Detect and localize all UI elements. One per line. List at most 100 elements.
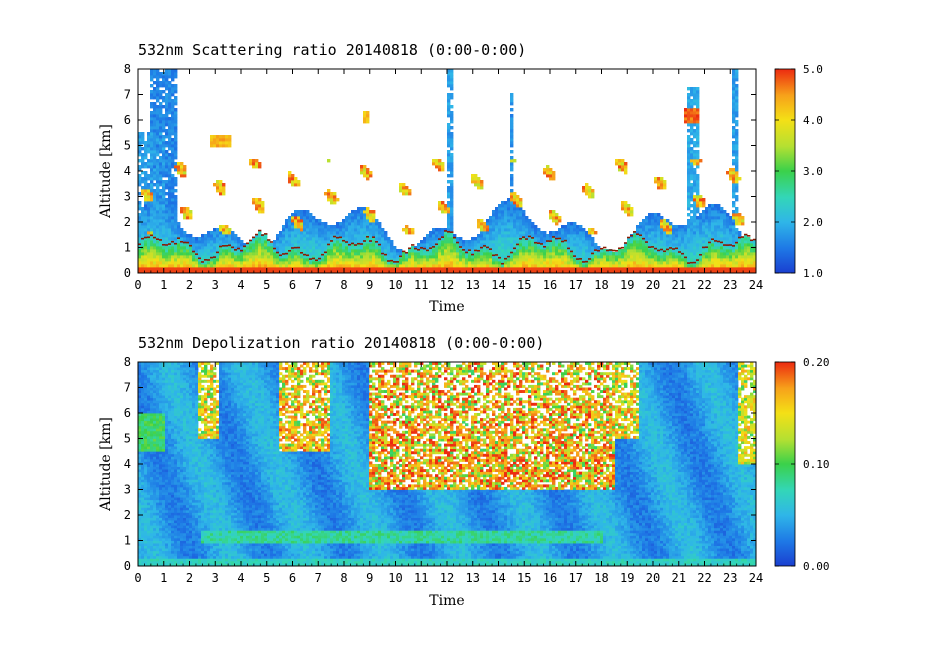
heatmap-cell [213, 183, 217, 187]
heatmap-cell [345, 225, 349, 229]
heatmap-cell [291, 234, 295, 238]
heatmap-cell [564, 225, 568, 229]
heatmap-cell [696, 255, 700, 259]
heatmap-cell [639, 228, 643, 232]
heatmap-cell [330, 258, 334, 262]
heatmap-cell [315, 222, 319, 226]
contour-segment [177, 237, 181, 239]
heatmap-cell [159, 126, 163, 130]
heatmap-cell [348, 252, 352, 256]
heatmap-cell [732, 216, 736, 220]
heatmap-cell [603, 252, 607, 256]
heatmap-cell [453, 270, 457, 273]
heatmap-cell [714, 249, 718, 253]
heatmap-cell [186, 258, 190, 262]
heatmap-cell [399, 189, 403, 193]
heatmap-cell [507, 267, 511, 271]
contour-segment [324, 251, 328, 254]
heatmap-cell [258, 210, 262, 214]
heatmap-cell [153, 258, 157, 262]
heatmap-cell [486, 261, 490, 265]
heatmap-cell [174, 117, 178, 121]
heatmap-cell [708, 237, 712, 241]
heatmap-cell [456, 237, 460, 241]
heatmap-cell [327, 159, 331, 163]
heatmap-cell [591, 195, 595, 199]
heatmap-cell [159, 216, 163, 220]
heatmap-cell [174, 108, 178, 112]
heatmap-cell [441, 246, 445, 250]
heatmap-cell [366, 117, 370, 121]
heatmap-cell [384, 231, 388, 235]
heatmap-cell [735, 195, 739, 199]
heatmap-cell [360, 210, 364, 214]
heatmap-cell [357, 207, 361, 211]
heatmap-cell [231, 249, 235, 253]
contour-segment [588, 258, 592, 260]
heatmap-cell [585, 189, 589, 193]
heatmap-cell [363, 231, 367, 235]
heatmap-cell [630, 258, 634, 262]
heatmap-cell [174, 138, 178, 142]
x-tick-label: 8 [340, 278, 347, 292]
contour-segment [735, 241, 739, 244]
heatmap-cell [186, 237, 190, 241]
heatmap-cell [576, 234, 580, 238]
heatmap-cell [654, 243, 658, 247]
heatmap-cell [138, 410, 142, 414]
heatmap-cell [447, 219, 451, 223]
heatmap-cell [198, 264, 202, 268]
heatmap-cell [486, 228, 490, 232]
heatmap-cell [489, 270, 493, 273]
heatmap-cell [294, 210, 298, 214]
heatmap-cell [705, 222, 709, 226]
heatmap-cell [279, 234, 283, 238]
heatmap-cell [507, 249, 511, 253]
heatmap-cell [228, 264, 232, 268]
heatmap-cell [675, 249, 679, 253]
heatmap-cell [588, 246, 592, 250]
heatmap-cell [144, 186, 148, 190]
heatmap-cell [171, 243, 175, 247]
heatmap-cell [447, 264, 451, 268]
contour-segment [606, 249, 610, 252]
heatmap-cell [633, 243, 637, 247]
heatmap-cell [678, 252, 682, 256]
heatmap-cell [732, 126, 736, 130]
heatmap-cell [552, 171, 556, 175]
y-tick-label: 7 [124, 88, 131, 102]
heatmap-cell [576, 261, 580, 265]
heatmap-cell [504, 231, 508, 235]
heatmap-cell [750, 261, 754, 265]
heatmap-cell [258, 255, 262, 259]
heatmap-cell [735, 207, 739, 211]
heatmap-cell [321, 258, 325, 262]
x-tick-label: 0 [134, 278, 141, 292]
heatmap-cell [573, 246, 577, 250]
heatmap-cell [306, 228, 310, 232]
heatmap-cell [246, 243, 250, 247]
heatmap-cell [702, 219, 706, 223]
heatmap-cell [141, 545, 145, 549]
contour-segment [750, 239, 754, 242]
heatmap-cell [174, 126, 178, 130]
heatmap-cell [660, 270, 664, 273]
heatmap-cell [720, 210, 724, 214]
heatmap-cell [144, 180, 148, 184]
heatmap-cell [141, 402, 145, 406]
heatmap-cell [339, 249, 343, 253]
heatmap-cell [357, 267, 361, 271]
heatmap-cell [333, 267, 337, 271]
heatmap-cell [693, 174, 697, 178]
heatmap-cell [552, 249, 556, 253]
contour-segment [249, 239, 253, 242]
heatmap-cell [165, 213, 169, 217]
contour-segment [513, 247, 517, 250]
heatmap-cell [168, 183, 172, 187]
heatmap-cell [213, 237, 217, 241]
heatmap-cell [696, 195, 700, 199]
heatmap-cell [312, 246, 316, 250]
heatmap-cell [195, 249, 199, 253]
heatmap-cell [138, 553, 142, 557]
heatmap-cell [138, 418, 142, 422]
